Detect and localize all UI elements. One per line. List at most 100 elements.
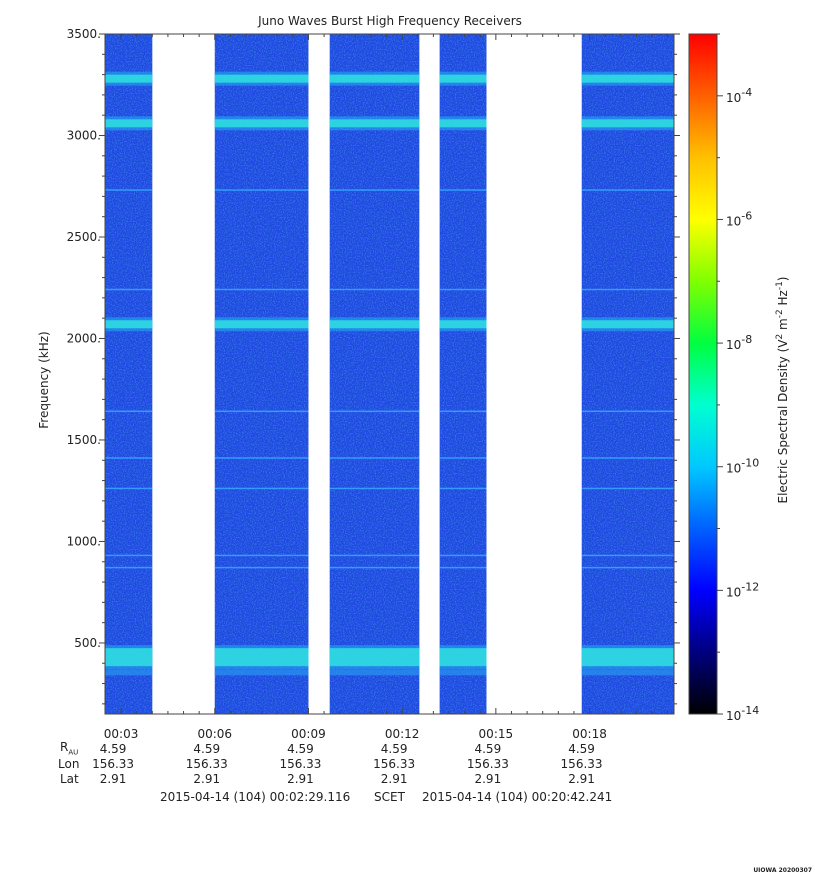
segment-noise xyxy=(214,34,309,714)
interference-line xyxy=(329,554,420,557)
segment-noise xyxy=(439,34,487,714)
time-range-end: 2015-04-14 (104) 00:20:42.241 xyxy=(422,790,613,804)
emission-band xyxy=(105,74,153,83)
colorbar-gradient xyxy=(688,33,718,715)
interference-line xyxy=(581,487,674,490)
data-segment xyxy=(329,34,420,714)
interference-line xyxy=(439,554,487,557)
chart-title: Juno Waves Burst High Frequency Receiver… xyxy=(257,14,522,28)
interference-line xyxy=(439,566,487,569)
y-tick-label: 2500. xyxy=(67,230,101,244)
ephemeris-label-lat: Lat xyxy=(60,772,79,786)
data-segment xyxy=(581,34,674,714)
ephemeris-value: 2.91 xyxy=(568,772,595,786)
interference-line xyxy=(329,487,420,490)
interference-line xyxy=(105,410,153,413)
ephemeris-value: 156.33 xyxy=(279,757,322,771)
x-tick-label: 00:12 xyxy=(385,727,420,741)
colorbar-tick-label: 10-6 xyxy=(726,209,752,228)
ephemeris-value: 156.33 xyxy=(185,757,228,771)
emission-band xyxy=(214,648,309,667)
emission-band xyxy=(329,74,420,83)
emission-band xyxy=(581,119,674,128)
y-tick-label: 500. xyxy=(74,636,101,650)
interference-line xyxy=(105,457,153,459)
interference-line xyxy=(329,288,420,291)
x-tick-label: 00:09 xyxy=(291,727,326,741)
ephemeris-value: 156.33 xyxy=(92,757,135,771)
ephemeris-value: 156.33 xyxy=(466,757,509,771)
interference-line xyxy=(214,554,309,557)
emission-band-low xyxy=(105,669,153,676)
time-range-start: 2015-04-14 (104) 00:02:29.116 xyxy=(160,790,351,804)
ephemeris-value: 4.59 xyxy=(99,742,127,756)
ephemeris-value: 2.91 xyxy=(474,772,502,786)
interference-line xyxy=(105,189,153,191)
interference-line xyxy=(329,457,420,459)
emission-band xyxy=(439,119,487,128)
ephemeris-value: 156.33 xyxy=(560,757,603,771)
colorbar-tick-label: 10-4 xyxy=(726,86,752,105)
interference-line xyxy=(105,566,153,569)
colorbar-tick-label: 10-12 xyxy=(726,580,759,599)
y-tick-label: 3000. xyxy=(67,128,101,142)
segment-noise xyxy=(581,34,674,714)
time-range-label: SCET xyxy=(374,790,405,804)
y-axis: 3500. 3000. 2500. 2000. 1500. 1000. 500. xyxy=(67,27,680,705)
stamp-text: UIOWA 20200307 xyxy=(753,867,812,874)
emission-band xyxy=(439,648,487,667)
ephemeris-value: 4.59 xyxy=(380,742,408,756)
interference-line xyxy=(214,566,309,569)
ephemeris-value: 2.91 xyxy=(287,772,314,786)
interference-line xyxy=(214,189,309,191)
y-tick-label: 2000. xyxy=(67,331,101,345)
segment-noise xyxy=(329,34,420,714)
emission-band-low xyxy=(581,669,674,676)
interference-line xyxy=(439,410,487,413)
interference-line xyxy=(214,410,309,413)
interference-line xyxy=(439,457,487,459)
colorbar: 10-4 10-6 10-8 10-10 10-12 10-14 xyxy=(688,33,759,723)
interference-line xyxy=(581,457,674,459)
data-segment xyxy=(439,34,487,714)
emission-band xyxy=(214,119,309,128)
emission-band xyxy=(105,648,153,667)
emission-band xyxy=(439,320,487,329)
segment-noise xyxy=(105,34,153,714)
emission-band-low xyxy=(329,669,420,676)
interference-line xyxy=(214,487,309,490)
ephemeris-value: 4.59 xyxy=(287,742,314,756)
x-tick-label: 00:15 xyxy=(479,727,514,741)
interference-line xyxy=(581,189,674,191)
y-tick-label: 1000. xyxy=(67,534,101,548)
x-tick-label: 00:06 xyxy=(197,727,232,741)
interference-line xyxy=(329,566,420,569)
emission-band xyxy=(105,119,153,128)
interference-line xyxy=(105,288,153,291)
colorbar-tick-label: 10-10 xyxy=(726,457,759,476)
interference-line xyxy=(439,288,487,291)
interference-line xyxy=(214,288,309,291)
ephemeris-value: 2.91 xyxy=(99,772,127,786)
emission-band xyxy=(439,74,487,83)
emission-band xyxy=(329,648,420,667)
data-segment xyxy=(105,34,153,714)
ephemeris-value: 2.91 xyxy=(380,772,408,786)
interference-line xyxy=(105,487,153,490)
x-tick-label: 00:18 xyxy=(572,727,607,741)
interference-line xyxy=(581,554,674,557)
x-tick-label: 00:03 xyxy=(104,727,139,741)
ephemeris-label-r: RAU xyxy=(60,740,79,757)
interference-line xyxy=(105,554,153,557)
emission-band xyxy=(214,74,309,83)
interference-line xyxy=(581,410,674,413)
plot-area xyxy=(104,33,675,715)
emission-band-low xyxy=(439,669,487,676)
interference-line xyxy=(329,189,420,191)
interference-line xyxy=(581,566,674,569)
plot-frame xyxy=(104,33,675,715)
emission-band-low xyxy=(214,669,309,676)
ephemeris-value: 4.59 xyxy=(474,742,502,756)
colorbar-tick-label: 10-14 xyxy=(726,704,759,723)
